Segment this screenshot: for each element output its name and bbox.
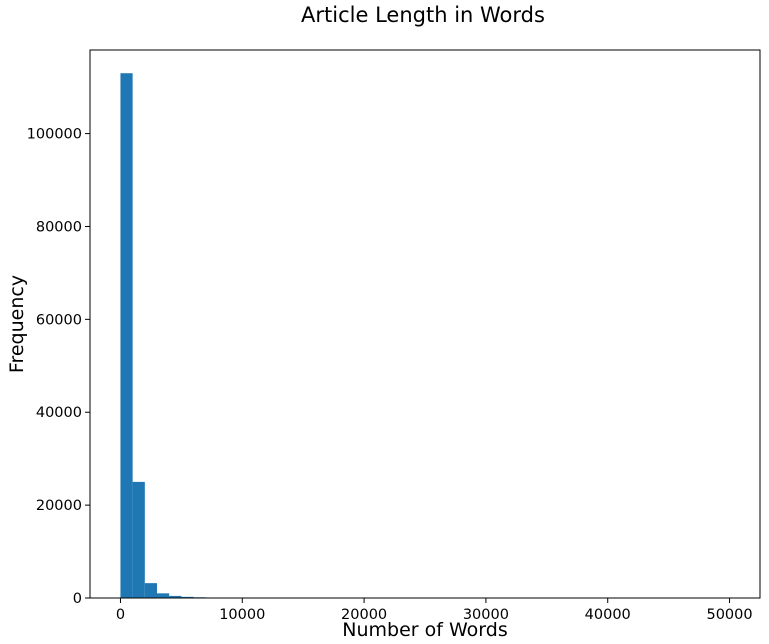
histogram-bar [181, 596, 194, 598]
histogram-bar [169, 595, 182, 598]
y-tick-label: 100000 [27, 127, 82, 143]
plot-frame [89, 49, 761, 599]
y-tick-label: 80000 [36, 219, 82, 235]
histogram-bar [157, 593, 170, 598]
x-tick-label: 20000 [341, 607, 387, 623]
y-tick-label: 20000 [36, 498, 82, 514]
x-tick-label: 0 [116, 607, 125, 623]
histogram-bar [144, 583, 157, 598]
x-tick-label: 40000 [585, 607, 631, 623]
x-tick-label: 10000 [219, 607, 265, 623]
x-tick-label: 50000 [706, 607, 752, 623]
y-tick-label: 0 [73, 591, 82, 607]
y-axis-label: Frequency [6, 275, 28, 373]
y-tick-label: 60000 [36, 312, 82, 328]
y-tick-label: 40000 [36, 405, 82, 421]
histogram-bar [120, 73, 133, 598]
histogram-bar [132, 481, 145, 598]
x-axis-ticks: 0 10000 20000 30000 40000 50000 [116, 598, 753, 623]
bars-group [120, 73, 243, 598]
chart-title: Article Length in Words [301, 3, 545, 27]
x-tick-label: 30000 [463, 607, 509, 623]
y-axis-ticks: 0 20000 40000 60000 80000 100000 [27, 127, 90, 607]
x-axis-label: Number of Words [342, 619, 507, 641]
